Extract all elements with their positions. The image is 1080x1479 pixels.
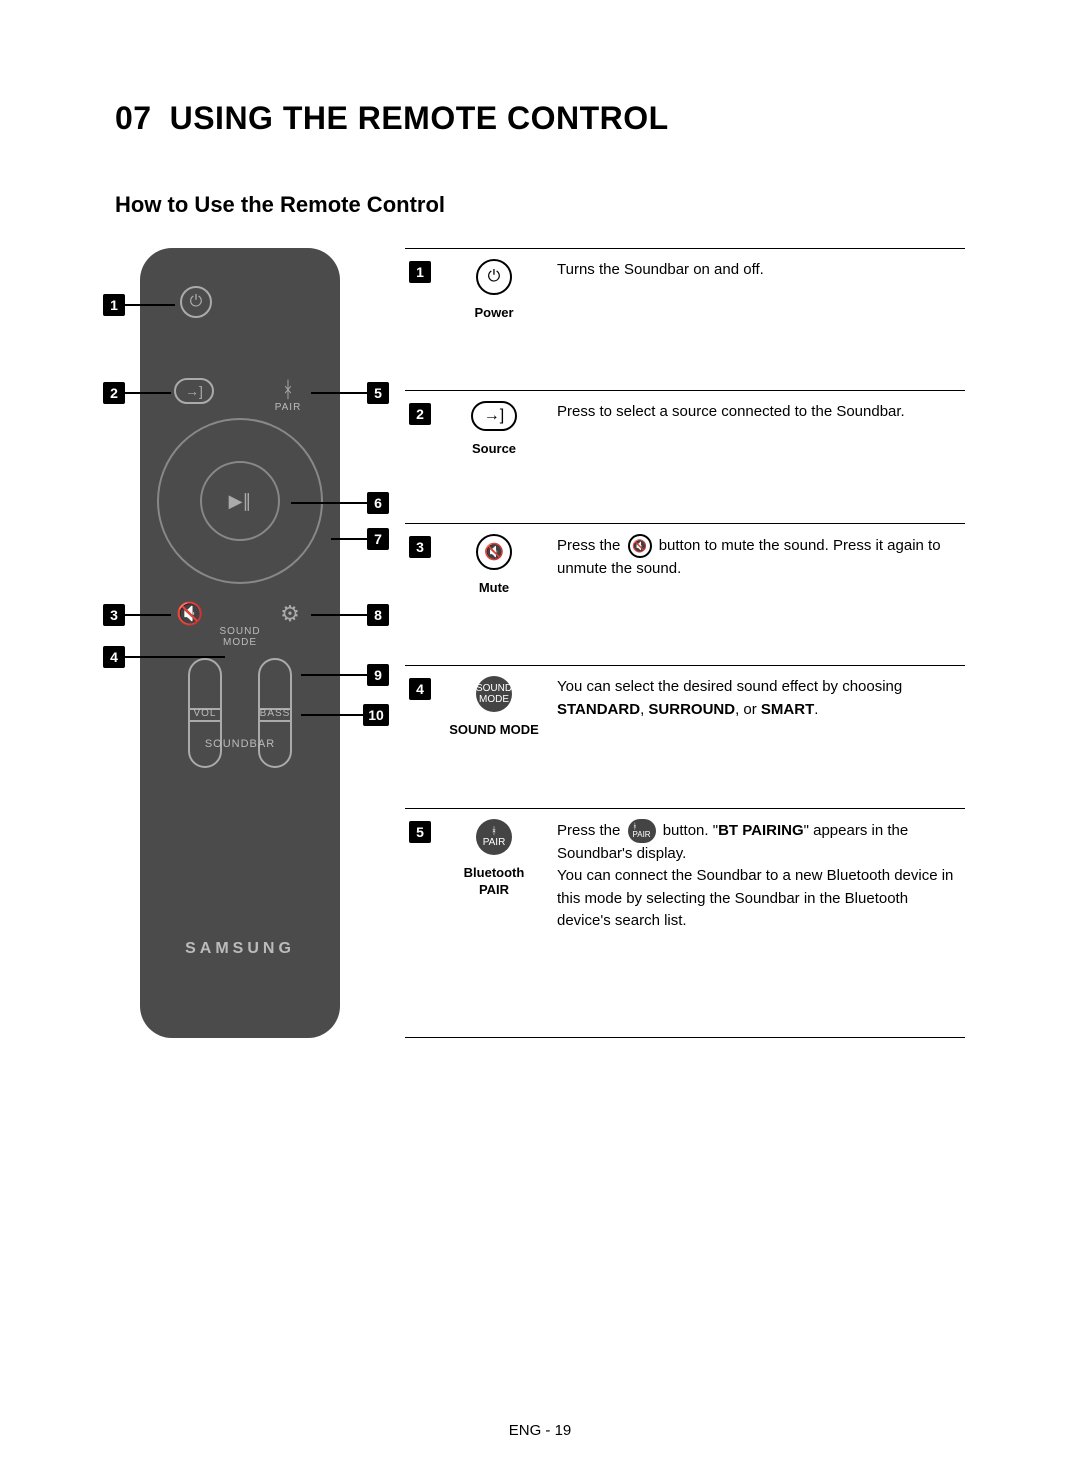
sound-mode-icon: SOUND MODE <box>476 676 512 712</box>
row-number-badge: 1 <box>409 261 431 283</box>
callout-10: 10 <box>363 704 389 726</box>
table-row: 3 🔇 Mute Press the 🔇 button to mute the sou… <box>405 523 965 665</box>
icon-caption: Source <box>447 441 541 458</box>
soundbar-label: SOUNDBAR <box>140 738 340 750</box>
table-row: 1 ⏻ Power Turns the Soundbar on and off. <box>405 249 965 391</box>
table-row: 2 →] Source Press to select a source connec… <box>405 391 965 523</box>
icon-caption: Mute <box>447 580 541 597</box>
inline-mute-icon: 🔇 <box>628 534 652 558</box>
brand-label: SAMSUNG <box>140 940 340 958</box>
callout-4: 4 <box>103 646 125 668</box>
callout-3: 3 <box>103 604 125 626</box>
icon-caption: Power <box>447 305 541 322</box>
icon-caption: SOUND MODE <box>447 722 541 739</box>
mute-icon: 🔇 <box>174 598 206 630</box>
description-cell: Turns the Soundbar on and off. <box>549 249 965 391</box>
section-number: 07 <box>115 100 152 136</box>
callout-1: 1 <box>103 294 125 316</box>
table-row: 5 ᚼ PAIR Bluetooth PAIRPress the ᚼ PAIR bu… <box>405 808 965 1037</box>
bluetooth-pair-icon: ᚼ PAIR <box>476 819 512 855</box>
inline-pair-icon: ᚼ PAIR <box>628 819 656 843</box>
play-pause-icon: ▶∥ <box>200 461 280 541</box>
vol-label: VOL <box>186 708 224 719</box>
sound-mode-label: SOUND MODE <box>218 626 262 648</box>
row-number-badge: 2 <box>409 403 431 425</box>
mute-icon: 🔇 <box>476 534 512 570</box>
button-description-table: 1 ⏻ Power Turns the Soundbar on and off. 2 →]… <box>405 248 965 1038</box>
row-number-badge: 4 <box>409 678 431 700</box>
bass-label: BASS <box>256 708 294 719</box>
row-number-badge: 3 <box>409 536 431 558</box>
callout-2: 2 <box>103 382 125 404</box>
source-icon: →] <box>471 401 517 431</box>
callout-8: 8 <box>367 604 389 626</box>
description-cell: Press to select a source connected to th… <box>549 391 965 523</box>
row-number-badge: 5 <box>409 821 431 843</box>
callout-9: 9 <box>367 664 389 686</box>
description-cell: Press the ᚼ PAIR button. "BT PAIRING" ap… <box>549 808 965 1037</box>
callout-7: 7 <box>367 528 389 550</box>
callout-5: 5 <box>367 382 389 404</box>
callout-6: 6 <box>367 492 389 514</box>
description-cell: Press the 🔇 button to mute the sound. Pr… <box>549 523 965 665</box>
description-cell: You can select the desired sound effect … <box>549 666 965 808</box>
remote-illustration: ⏻ →] ᚼ PAIR ▶∥ 🔇 ⚙ SOUND MODE VOL BASS S… <box>115 248 365 1038</box>
source-icon: →] <box>174 378 214 404</box>
subtitle: How to Use the Remote Control <box>115 192 965 218</box>
settings-icon: ⚙ <box>274 598 306 630</box>
section-text: USING THE REMOTE CONTROL <box>170 100 669 136</box>
pair-label: PAIR <box>270 402 306 413</box>
power-icon: ⏻ <box>476 259 512 295</box>
table-row: 4 SOUND MODE SOUND MODE You can select the … <box>405 666 965 808</box>
remote-body: ⏻ →] ᚼ PAIR ▶∥ 🔇 ⚙ SOUND MODE VOL BASS S… <box>140 248 340 1038</box>
icon-caption: Bluetooth PAIR <box>447 865 541 899</box>
content-row: ⏻ →] ᚼ PAIR ▶∥ 🔇 ⚙ SOUND MODE VOL BASS S… <box>115 248 965 1038</box>
section-title: 07 USING THE REMOTE CONTROL <box>115 100 965 137</box>
page-footer: ENG - 19 <box>0 1422 1080 1439</box>
power-icon: ⏻ <box>180 286 212 318</box>
